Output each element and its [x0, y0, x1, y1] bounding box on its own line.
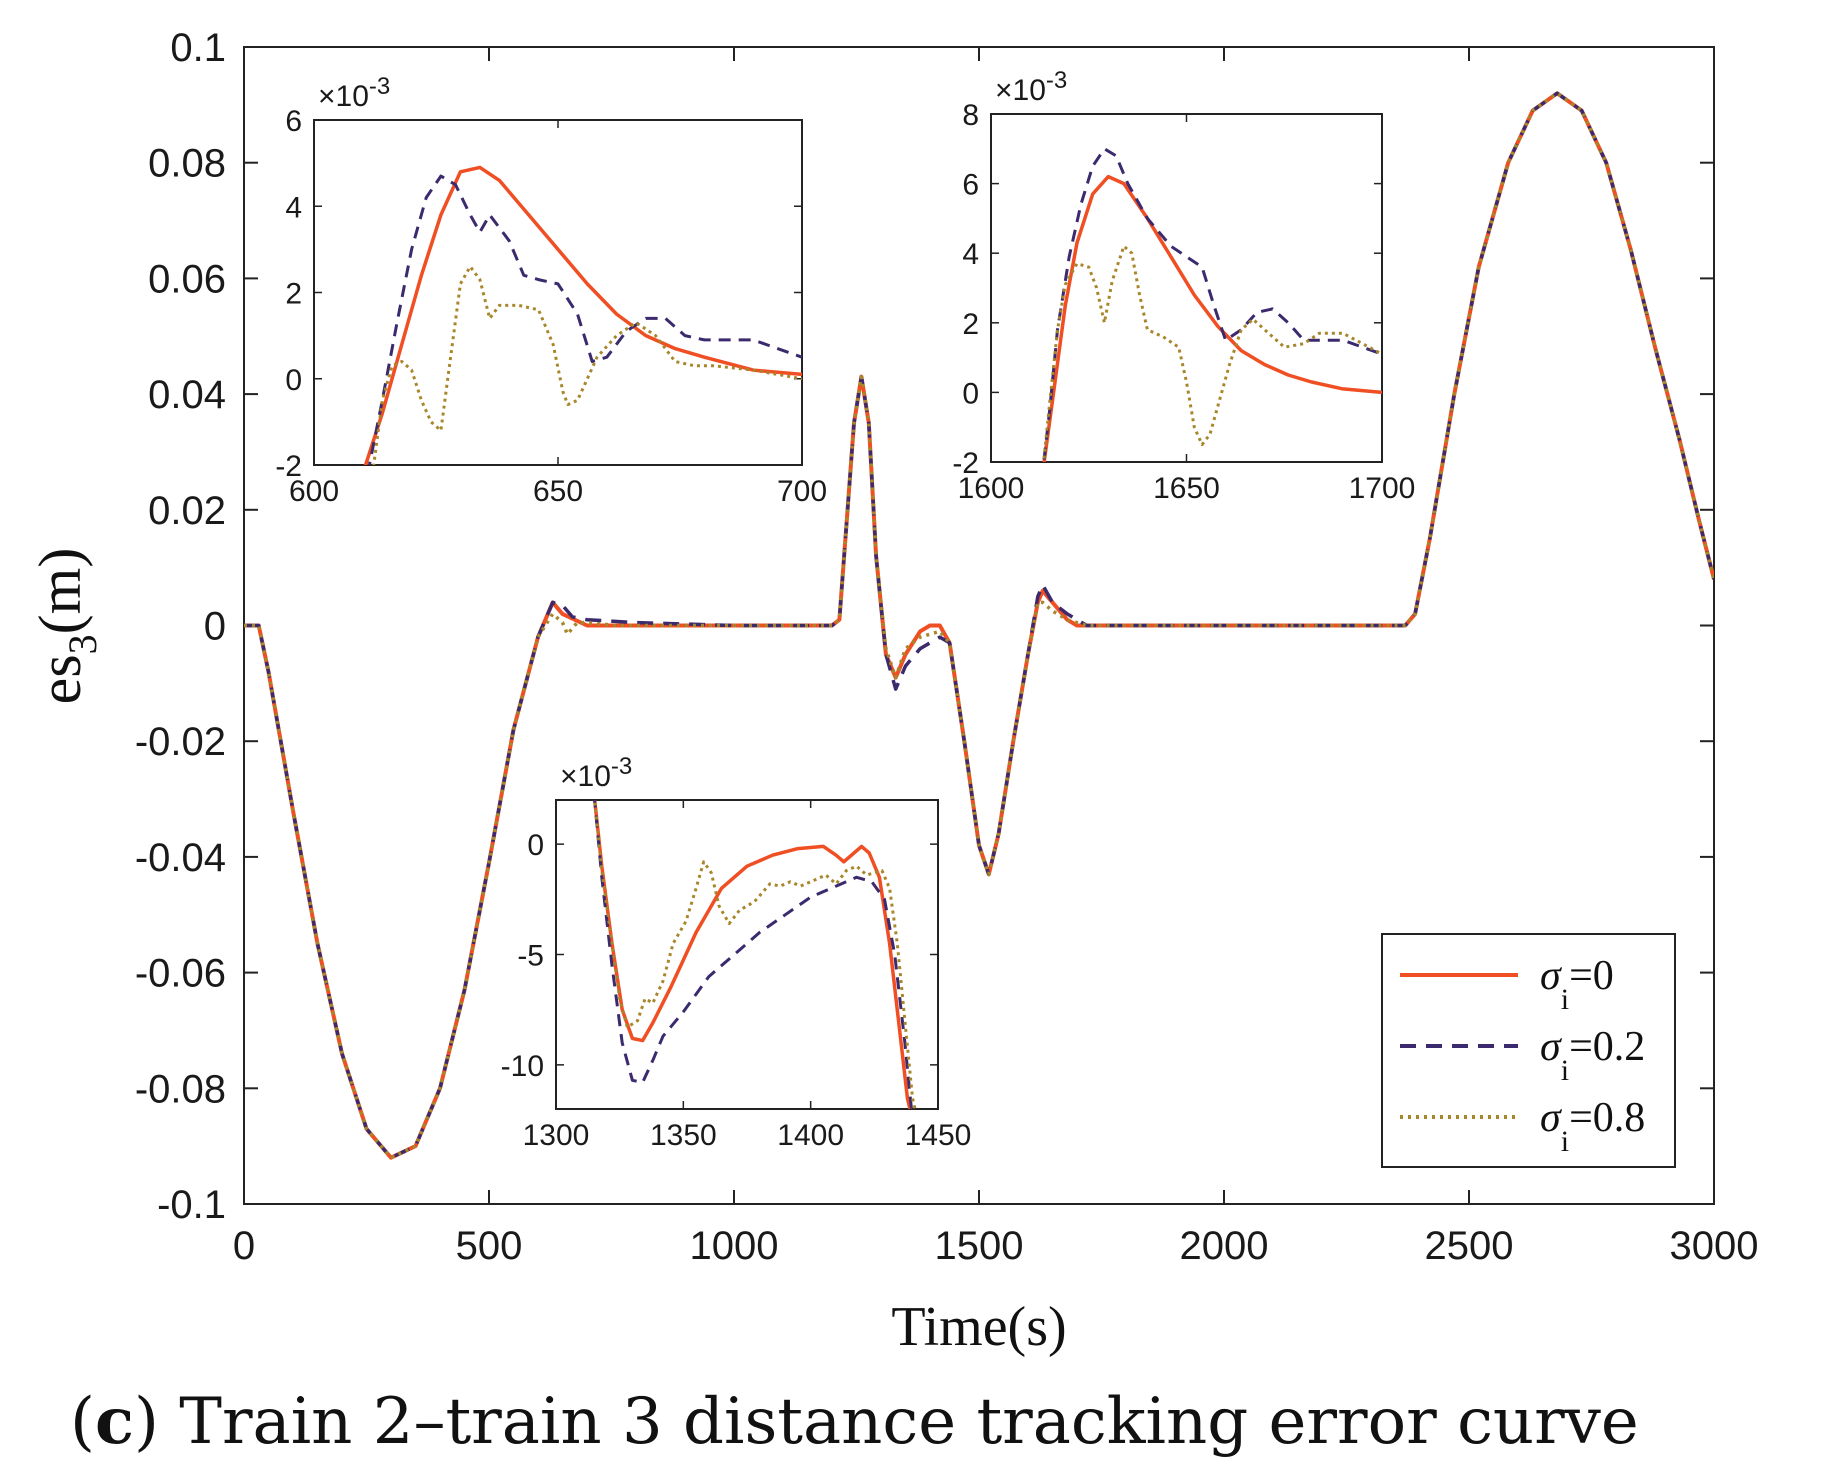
- figure-caption: (c) Train 2–train 3 distance tracking er…: [70, 1384, 1639, 1459]
- inset-y-tick-label: 4: [285, 191, 302, 224]
- series-line-2: [244, 91, 1714, 1160]
- y-tick-label: 0.06: [148, 257, 226, 301]
- inset-y-tick-label: 0: [285, 364, 302, 397]
- inset-y-tick-label: 8: [962, 99, 979, 132]
- legend: σi=0 σi=0.2 σi=0.8: [1381, 933, 1676, 1168]
- inset-series-lines: [363, 165, 802, 465]
- caption-text: Train 2–train 3 distance tracking error …: [179, 1385, 1639, 1459]
- inset-frame: [313, 119, 803, 466]
- inset-exponent-label: ×10-3: [995, 67, 1067, 107]
- y-tick-label: -0.06: [135, 952, 226, 996]
- inset-x-tick-label: 1700: [1349, 472, 1416, 505]
- inset-x-tick-label: 1400: [777, 1119, 844, 1152]
- y-tick-label: -0.1: [157, 1183, 226, 1227]
- x-tick-label: 1000: [690, 1224, 779, 1268]
- main-axis-ticks: 0 500 1000 1500 2000 2500 30000.10.080.060.040…: [135, 26, 1759, 1268]
- legend-label-1: σi=0.2: [1540, 1024, 1645, 1087]
- inset-600-700: 600 650 700 6 4 2 0 -2 ×10-3: [275, 73, 827, 508]
- series-line-1: [244, 91, 1714, 1160]
- inset-series-line-1: [367, 174, 802, 465]
- inset-series-lines: [1042, 147, 1382, 462]
- inset-series-line-1: [593, 800, 913, 1109]
- x-tick-label: 1500: [935, 1224, 1024, 1268]
- inset-series-line-1: [1042, 147, 1382, 462]
- inset-y-tick-label: 2: [285, 278, 302, 311]
- inset-x-tick-label: 1350: [650, 1119, 717, 1152]
- inset-exponent-label: ×10-3: [318, 73, 390, 113]
- inset-1600-1700: 1600 1650 1700 8 6 4 2 0 -2 ×10-3: [952, 67, 1415, 505]
- legend-label-0: σi=0: [1540, 953, 1614, 1016]
- x-tick-label: 2000: [1180, 1224, 1269, 1268]
- y-tick-label: -0.08: [135, 1067, 226, 1111]
- inset-x-tick-label: 1300: [523, 1119, 590, 1152]
- x-tick-label: 500: [456, 1224, 523, 1268]
- legend-label-2: σi=0.8: [1540, 1095, 1645, 1158]
- inset-series-line-2: [372, 265, 802, 465]
- x-tick-label: 0: [233, 1224, 255, 1268]
- inset-x-tick-label: 1650: [1153, 472, 1220, 505]
- inset-series-lines: [592, 800, 917, 1109]
- x-tick-label: 2500: [1425, 1224, 1514, 1268]
- inset-y-tick-label: 4: [962, 238, 979, 271]
- inset-x-tick-label: 1450: [905, 1119, 972, 1152]
- inset-y-tick-label: -2: [952, 447, 979, 480]
- inset-series-line-0: [363, 165, 802, 465]
- inset-x-tick-label: 1600: [958, 472, 1025, 505]
- inset-x-tick-label: 650: [533, 475, 583, 508]
- inset-x-tick-label: 700: [777, 475, 827, 508]
- inset-y-tick-label: -10: [501, 1050, 544, 1083]
- inset-x-tick-label: 600: [289, 475, 339, 508]
- y-axis-label: es3(m): [27, 548, 105, 705]
- caption-label: c: [95, 1384, 134, 1459]
- y-tick-label: 0.1: [170, 26, 226, 70]
- inset-frame: [555, 799, 939, 1110]
- x-axis-label: Time(s): [891, 1296, 1066, 1358]
- svg-text:es3(m): es3(m): [27, 548, 105, 705]
- y-tick-label: -0.02: [135, 720, 226, 764]
- y-axis-label-base: es: [27, 654, 93, 704]
- inset-y-tick-label: 0: [962, 377, 979, 410]
- y-tick-label: -0.04: [135, 836, 226, 880]
- y-tick-label: 0.02: [148, 489, 226, 533]
- y-tick-label: 0: [204, 605, 226, 649]
- y-axis-label-sub: 3: [60, 634, 105, 654]
- x-tick-label: 3000: [1670, 1224, 1759, 1268]
- inset-series-line-0: [592, 800, 912, 1109]
- y-tick-label: 0.04: [148, 373, 226, 417]
- inset-y-tick-label: 0: [527, 829, 544, 862]
- inset-y-tick-label: -2: [275, 450, 302, 483]
- inset-y-tick-label: 6: [285, 105, 302, 138]
- inset-y-tick-label: 6: [962, 169, 979, 202]
- main-series-lines: [244, 91, 1714, 1160]
- inset-y-tick-label: 2: [962, 308, 979, 341]
- inset-1300-1450: 1300 1350 1400 1450 0 -5 -10 ×10-3: [501, 753, 972, 1152]
- inset-series-line-0: [1042, 174, 1382, 462]
- inset-y-tick-label: -5: [517, 940, 544, 973]
- inset-exponent-label: ×10-3: [560, 753, 632, 793]
- y-axis-label-unit: (m): [27, 548, 93, 635]
- y-tick-label: 0.08: [148, 142, 226, 186]
- legend-box: [1381, 933, 1676, 1168]
